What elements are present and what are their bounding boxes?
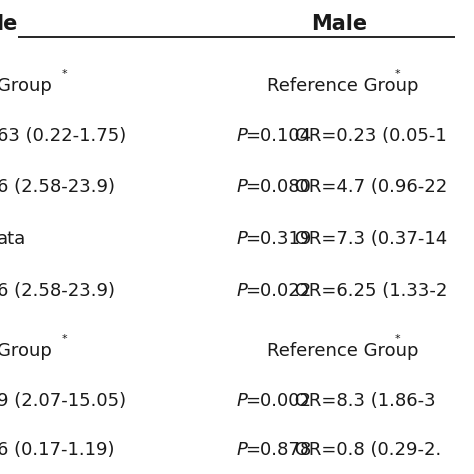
- Text: P: P: [237, 127, 247, 145]
- Text: P: P: [237, 392, 247, 410]
- Text: Reference Group: Reference Group: [267, 342, 419, 360]
- Text: *: *: [395, 334, 401, 344]
- Text: *: *: [61, 69, 67, 79]
- Text: =0.002: =0.002: [246, 392, 311, 410]
- Text: OR=8.3 (1.86-3: OR=8.3 (1.86-3: [290, 392, 436, 410]
- Text: =0.104: =0.104: [246, 127, 311, 145]
- Text: OR=4.7 (0.96-22: OR=4.7 (0.96-22: [290, 178, 447, 196]
- Text: =0.878: =0.878: [246, 441, 311, 459]
- Text: *: *: [61, 334, 67, 344]
- Text: P: P: [237, 441, 247, 459]
- Text: P: P: [237, 282, 247, 300]
- Text: =0.022: =0.022: [246, 282, 311, 300]
- Text: =0.080: =0.080: [246, 178, 311, 196]
- Text: P: P: [237, 178, 247, 196]
- Text: *: *: [395, 69, 401, 79]
- Text: OR=0.23 (0.05-1: OR=0.23 (0.05-1: [290, 127, 447, 145]
- Text: =0.319: =0.319: [246, 230, 312, 248]
- Text: Reference Group: Reference Group: [267, 77, 419, 95]
- Text: le: le: [0, 14, 18, 34]
- Text: 6 (2.58-23.9): 6 (2.58-23.9): [0, 178, 115, 196]
- Text: 6 (0.17-1.19): 6 (0.17-1.19): [0, 441, 114, 459]
- Text: 6 (2.58-23.9): 6 (2.58-23.9): [0, 282, 115, 300]
- Text: P: P: [237, 230, 247, 248]
- Text: 9 (2.07-15.05): 9 (2.07-15.05): [0, 392, 126, 410]
- Text: ata: ata: [0, 230, 26, 248]
- Text: Group: Group: [0, 77, 51, 95]
- Text: Group: Group: [0, 342, 51, 360]
- Text: 63 (0.22-1.75): 63 (0.22-1.75): [0, 127, 126, 145]
- Text: OR=7.3 (0.37-14: OR=7.3 (0.37-14: [290, 230, 447, 248]
- Text: Male: Male: [311, 14, 367, 34]
- Text: OR=0.8 (0.29-2.: OR=0.8 (0.29-2.: [290, 441, 442, 459]
- Text: OR=6.25 (1.33-2: OR=6.25 (1.33-2: [290, 282, 448, 300]
